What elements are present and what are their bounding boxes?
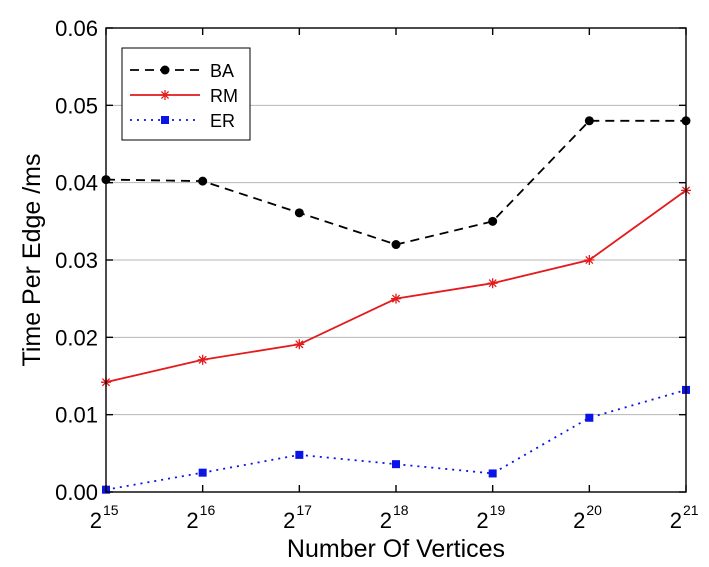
legend-label-rm: RM	[210, 86, 238, 106]
legend: BA RM ER	[121, 47, 251, 141]
data-point-rm	[391, 293, 401, 304]
legend-box	[121, 47, 251, 141]
x-tick-base: 2	[380, 508, 392, 533]
x-tick-exponent: 20	[586, 502, 602, 518]
legend-marker-rm	[160, 90, 170, 100]
gridlines	[106, 104, 686, 416]
y-tick-label: 0.04	[55, 171, 98, 196]
series-er	[102, 385, 690, 494]
x-tick-exponent: 16	[200, 502, 216, 518]
x-tick-base: 2	[670, 508, 682, 533]
data-point-er	[198, 468, 207, 477]
series-line-rm	[105, 189, 687, 384]
x-tick-base: 2	[283, 508, 295, 533]
x-tick-exponent: 15	[103, 502, 119, 518]
x-tick-base: 2	[186, 508, 198, 533]
x-tick-exponent: 17	[296, 502, 312, 518]
y-tick-label: 0.01	[55, 403, 98, 428]
data-point-er	[295, 450, 304, 459]
data-point-ba	[488, 216, 498, 226]
data-point-ba	[391, 240, 401, 250]
legend-marker-ba	[160, 65, 170, 75]
x-tick-exponent: 18	[393, 502, 409, 518]
data-point-ba	[584, 116, 594, 126]
y-tick-label: 0.00	[55, 480, 98, 505]
x-tick-exponent: 19	[490, 502, 506, 518]
legend-marker-er	[161, 116, 169, 124]
y-tick-label: 0.05	[55, 93, 98, 118]
legend-label-er: ER	[210, 111, 235, 131]
data-point-rm	[294, 339, 305, 350]
data-point-rm	[487, 278, 498, 289]
x-tick-base: 2	[573, 508, 585, 533]
series-rm	[101, 185, 691, 388]
x-tick-exponent: 21	[683, 502, 699, 518]
data-point-ba	[294, 208, 304, 218]
data-point-er	[585, 413, 594, 422]
data-point-er	[392, 460, 400, 469]
series-line-er	[105, 389, 687, 491]
x-tick-base: 2	[476, 508, 488, 533]
data-point-ba	[198, 176, 208, 186]
series-ba	[101, 116, 691, 250]
data-point-er	[488, 469, 497, 478]
y-tick-label: 0.03	[55, 248, 98, 273]
data-point-rm	[197, 354, 208, 365]
axis-ticks: 0.000.010.020.030.040.050.062 15 2 16 2 17 2 18…	[55, 16, 699, 533]
y-tick-label: 0.02	[55, 325, 98, 350]
x-axis-title: Number Of Vertices	[287, 535, 505, 563]
y-tick-label: 0.06	[55, 16, 98, 41]
legend-label-ba: BA	[210, 61, 234, 81]
series-lines	[101, 116, 691, 494]
x-tick-base: 2	[90, 508, 102, 533]
data-point-rm	[584, 255, 595, 265]
y-axis-title: Time Per Edge /ms	[18, 153, 46, 366]
